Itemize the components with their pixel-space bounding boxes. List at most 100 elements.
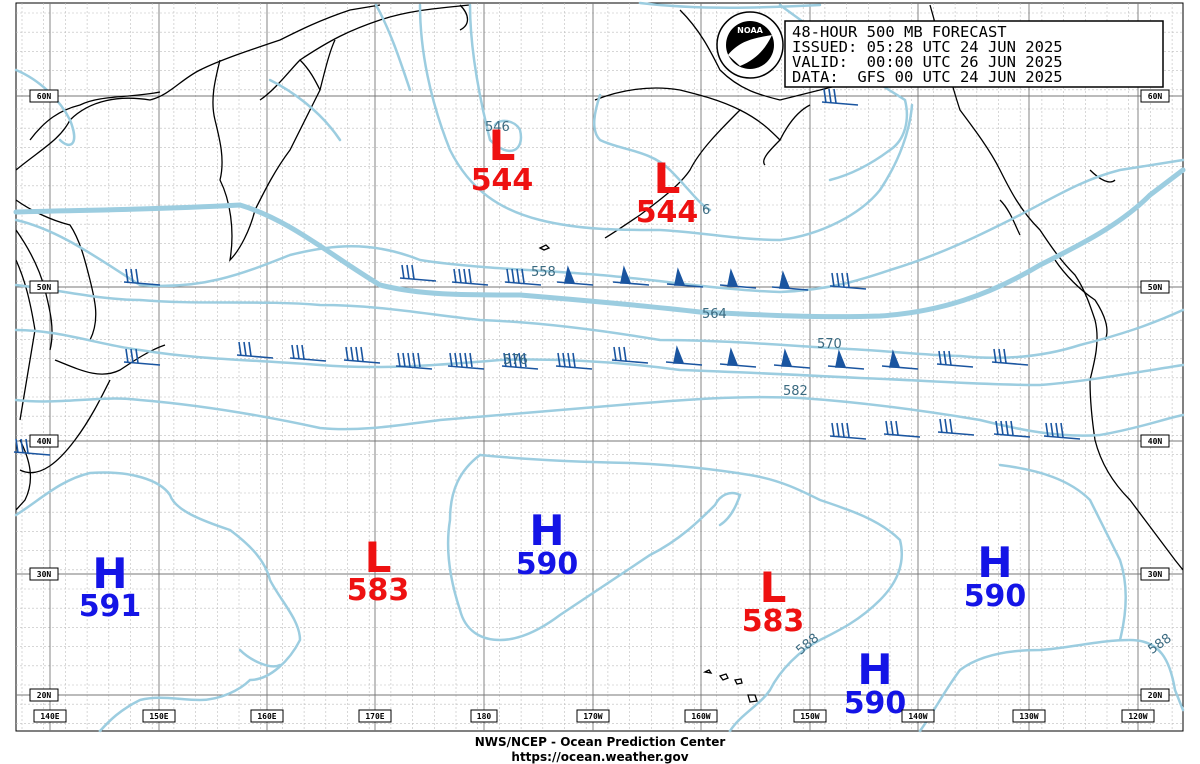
low-symbol: L bbox=[654, 154, 681, 203]
lon-label-text: 130W bbox=[1019, 712, 1038, 721]
high-symbol: H bbox=[857, 645, 892, 694]
lon-label-text: 160W bbox=[691, 712, 710, 721]
wind-barb bbox=[236, 341, 274, 359]
wind-barb bbox=[123, 268, 161, 286]
lon-label: 150W bbox=[793, 709, 827, 723]
lon-label-text: 170E bbox=[365, 712, 384, 721]
wind-barb bbox=[556, 265, 594, 286]
contour-label-564: 564 bbox=[702, 307, 727, 322]
wind-barb bbox=[937, 418, 975, 436]
low-value: 583 bbox=[347, 573, 410, 608]
seagull-icon bbox=[728, 35, 772, 66]
lat-label-left: 30N bbox=[29, 567, 59, 581]
contour-label-570: 570 bbox=[817, 337, 842, 352]
wind-barb bbox=[611, 346, 649, 364]
jet-contour bbox=[13, 167, 1186, 320]
wind-barb bbox=[821, 88, 859, 106]
wind-barb bbox=[13, 438, 51, 456]
wind-barb bbox=[504, 268, 542, 286]
wind-barb bbox=[447, 352, 485, 370]
logo-text: NOAA bbox=[737, 26, 763, 35]
wind-barb bbox=[612, 265, 650, 286]
lon-label: 170W bbox=[576, 709, 610, 723]
wind-barb bbox=[451, 268, 489, 286]
pressure-systems: L 544 L 544 H 591 L 583 H 590 L 583 H 59… bbox=[79, 121, 1027, 721]
lon-label-text: 140E bbox=[40, 712, 59, 721]
title-box: 48-HOUR 500 MB FORECAST ISSUED: 05:28 UT… bbox=[784, 20, 1164, 88]
high-value: 590 bbox=[516, 547, 579, 582]
longitude-labels: 140E 150E 160E 170E 180 170W 160W 150W 1… bbox=[33, 709, 1155, 723]
wind-barb bbox=[771, 270, 809, 291]
title-line-3: VALID: 00:00 UTC 26 JUN 2025 bbox=[792, 53, 1063, 71]
lon-label: 140E bbox=[33, 709, 67, 723]
high-value: 591 bbox=[79, 589, 142, 624]
wind-barb bbox=[991, 348, 1029, 366]
wind-barb bbox=[773, 348, 811, 369]
wind-barb bbox=[993, 420, 1031, 438]
wind-barb bbox=[665, 345, 703, 366]
lat-label-right: 20N bbox=[1140, 688, 1170, 702]
lat-label-left: 60N bbox=[29, 89, 59, 103]
lat-label-text: 30N bbox=[1148, 570, 1163, 579]
low-value: 544 bbox=[636, 195, 699, 230]
lon-label: 130W bbox=[1012, 709, 1046, 723]
map-frame bbox=[15, 2, 1184, 732]
title-line-1: 48-HOUR 500 MB FORECAST bbox=[792, 23, 1007, 41]
wind-barb bbox=[1043, 422, 1081, 440]
lon-label: 140W bbox=[901, 709, 935, 723]
height-contours bbox=[14, 1, 1185, 733]
wind-barb bbox=[123, 348, 161, 366]
lat-label-left: 20N bbox=[29, 688, 59, 702]
wind-barb bbox=[829, 272, 867, 290]
contour-label-576: 576 bbox=[503, 353, 528, 368]
low-symbol: L bbox=[365, 533, 392, 582]
wind-barb bbox=[827, 349, 865, 370]
contour-label-partial: 6 bbox=[702, 203, 710, 218]
lat-label-text: 30N bbox=[37, 570, 52, 579]
wind-barb bbox=[289, 344, 327, 362]
lon-label-text: 170W bbox=[583, 712, 602, 721]
lat-label-right: 50N bbox=[1140, 280, 1170, 294]
lon-label-text: 160E bbox=[257, 712, 276, 721]
low-value: 583 bbox=[742, 604, 805, 639]
lat-label-text: 60N bbox=[37, 92, 52, 101]
lat-label-left: 40N bbox=[29, 434, 59, 448]
high-symbol: H bbox=[92, 549, 127, 598]
wind-barb bbox=[936, 350, 974, 368]
wind-barb bbox=[555, 352, 593, 370]
lon-label-text: 150W bbox=[800, 712, 819, 721]
footer-org: NWS/NCEP - Ocean Prediction Center bbox=[474, 735, 726, 749]
lat-label-left: 50N bbox=[29, 280, 59, 294]
lon-label-text: 180 bbox=[477, 712, 492, 721]
high-value: 590 bbox=[964, 579, 1027, 614]
wind-barbs bbox=[13, 88, 1081, 456]
latitude-labels: 60N 50N 40N 30N 20N 60N 50N 40N 30N 20N bbox=[29, 89, 1170, 702]
wind-barb bbox=[829, 422, 867, 440]
low-value: 544 bbox=[471, 163, 534, 198]
lon-label: 150E bbox=[142, 709, 176, 723]
wind-barb bbox=[501, 352, 539, 370]
high-value: 590 bbox=[844, 686, 907, 721]
lat-label-text: 50N bbox=[37, 283, 52, 292]
lat-label-right: 30N bbox=[1140, 567, 1170, 581]
lat-label-text: 20N bbox=[37, 691, 52, 700]
wind-barb bbox=[719, 268, 757, 289]
wind-barb bbox=[719, 347, 757, 368]
lon-label: 170E bbox=[358, 709, 392, 723]
lon-label: 160W bbox=[684, 709, 718, 723]
noaa-logo: NOAA bbox=[716, 11, 784, 79]
lon-label: 180 bbox=[470, 709, 498, 723]
footer-url[interactable]: https://ocean.weather.gov bbox=[511, 750, 689, 764]
contour-label-558: 558 bbox=[531, 265, 556, 280]
wind-barb bbox=[666, 267, 704, 288]
low-symbol: L bbox=[489, 121, 516, 170]
coastlines bbox=[15, 4, 1184, 703]
wind-barb bbox=[883, 420, 921, 438]
low-symbol: L bbox=[760, 563, 787, 612]
wind-barb bbox=[881, 349, 919, 370]
lat-label-right: 40N bbox=[1140, 434, 1170, 448]
title-line-4: DATA: GFS 00 UTC 24 JUN 2025 bbox=[792, 68, 1063, 86]
lon-label-text: 120W bbox=[1128, 712, 1147, 721]
title-line-2: ISSUED: 05:28 UTC 24 JUN 2025 bbox=[792, 38, 1063, 56]
